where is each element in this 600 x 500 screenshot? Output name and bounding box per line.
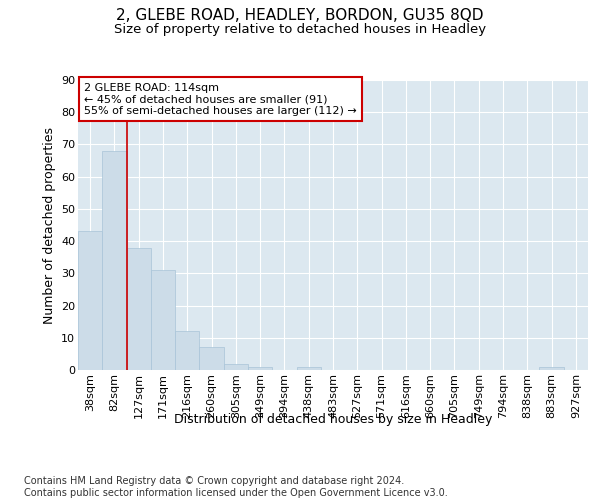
Bar: [127, 248, 151, 370]
Bar: [248, 367, 272, 370]
Bar: [175, 332, 199, 370]
Text: 2 GLEBE ROAD: 114sqm
← 45% of detached houses are smaller (91)
55% of semi-detac: 2 GLEBE ROAD: 114sqm ← 45% of detached h…: [84, 82, 357, 116]
Text: Size of property relative to detached houses in Headley: Size of property relative to detached ho…: [114, 22, 486, 36]
Bar: [296, 367, 321, 370]
Bar: [78, 232, 102, 370]
Bar: [539, 367, 564, 370]
Text: Contains HM Land Registry data © Crown copyright and database right 2024.
Contai: Contains HM Land Registry data © Crown c…: [24, 476, 448, 498]
Bar: [151, 270, 175, 370]
Text: 2, GLEBE ROAD, HEADLEY, BORDON, GU35 8QD: 2, GLEBE ROAD, HEADLEY, BORDON, GU35 8QD: [116, 8, 484, 22]
Bar: [199, 348, 224, 370]
Y-axis label: Number of detached properties: Number of detached properties: [43, 126, 56, 324]
Text: Distribution of detached houses by size in Headley: Distribution of detached houses by size …: [174, 412, 492, 426]
Bar: [102, 151, 127, 370]
Bar: [224, 364, 248, 370]
